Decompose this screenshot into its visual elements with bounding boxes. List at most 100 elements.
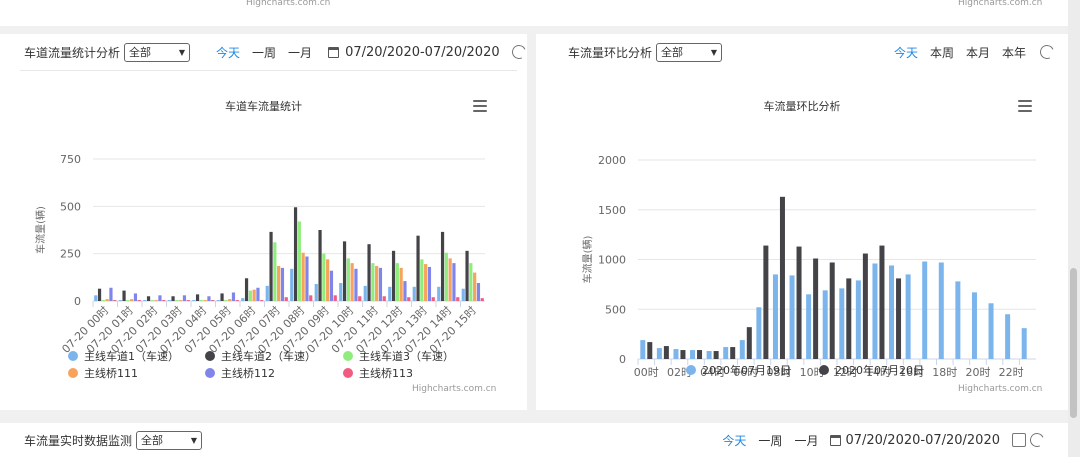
- inspect-icon[interactable]: [1012, 433, 1026, 447]
- bar: [440, 231, 445, 301]
- bar: [318, 230, 322, 301]
- bar: [126, 300, 130, 301]
- page-scrollbar[interactable]: [1068, 0, 1080, 457]
- bar: [277, 265, 281, 301]
- bar: [730, 347, 736, 359]
- bar: [382, 296, 386, 301]
- refresh-icon[interactable]: [509, 43, 528, 61]
- lane-flow-chart-title: 车道车流量统计: [225, 100, 302, 113]
- legend-dot: [819, 365, 829, 375]
- legend-label: 主线车道1（车速）: [84, 350, 179, 363]
- bar: [109, 287, 113, 301]
- highcharts-credit-right[interactable]: Highcharts.com.cn: [958, 384, 1043, 394]
- lane-flow-date-range[interactable]: 07/20/2020-07/20/2020: [345, 44, 500, 60]
- legend-item-bridge111[interactable]: 主线桥111: [68, 365, 138, 381]
- bar: [280, 267, 285, 301]
- bar: [269, 231, 273, 301]
- bar: [772, 274, 778, 359]
- flow-comparison-period-week[interactable]: 本周: [929, 45, 954, 60]
- bar: [143, 300, 147, 301]
- bar: [301, 252, 305, 301]
- bar: [756, 307, 762, 359]
- legend-item-lane2[interactable]: 主线车道2（车速）: [205, 348, 316, 364]
- flow-comparison-period-today[interactable]: 今天: [893, 45, 918, 60]
- refresh-icon[interactable]: [1038, 43, 1056, 61]
- lane-flow-select-value: 全部: [129, 46, 152, 59]
- realtime-monitor-select[interactable]: 全部 ▼: [136, 430, 203, 450]
- legend-item-0719[interactable]: 2020年07月19日: [686, 362, 791, 378]
- flow-comparison-select-value: 全部: [661, 46, 684, 59]
- lane-flow-period-today[interactable]: 今天: [216, 45, 241, 60]
- legend-item-0720[interactable]: 2020年07月20日: [819, 362, 924, 378]
- realtime-period-today[interactable]: 今天: [722, 433, 747, 448]
- bar: [171, 296, 175, 301]
- chart-menu-icon[interactable]: [473, 100, 487, 113]
- legend-item-bridge112[interactable]: 主线桥112: [205, 365, 275, 381]
- calendar-icon[interactable]: [328, 46, 340, 58]
- bar: [371, 263, 375, 301]
- y-tick-label: 0: [619, 353, 626, 366]
- bar: [113, 300, 117, 301]
- flow-comparison-select[interactable]: 全部 ▼: [656, 42, 723, 62]
- legend-item-lane3[interactable]: 主线车道3（车速）: [343, 348, 454, 364]
- bar: [118, 300, 122, 301]
- x-tick-label: 08时: [766, 366, 791, 379]
- x-tick-label: 04时: [700, 366, 725, 379]
- bar: [342, 241, 347, 301]
- highcharts-credit-left[interactable]: Highcharts.com.cn: [412, 384, 497, 394]
- realtime-period-week[interactable]: 一周: [758, 433, 783, 448]
- bar: [273, 242, 277, 301]
- bar: [363, 285, 367, 301]
- bar: [314, 283, 318, 301]
- lane-flow-select[interactable]: 全部 ▼: [124, 42, 191, 62]
- realtime-monitor-panel: 车流量实时数据监测 全部 ▼ 今天 一周 一月 07/20/2020-07/20/…: [0, 423, 1068, 457]
- bar: [97, 288, 102, 301]
- highcharts-credit-right-top[interactable]: Highcharts.com.cn: [958, 0, 1043, 8]
- calendar-icon[interactable]: [830, 434, 842, 446]
- chart-menu-icon[interactable]: [1018, 100, 1032, 113]
- bar: [647, 342, 653, 359]
- realtime-period-month[interactable]: 一月: [794, 433, 819, 448]
- bar: [105, 299, 109, 301]
- bar: [905, 274, 911, 359]
- bar: [346, 258, 350, 301]
- bar: [290, 268, 294, 301]
- bar: [437, 286, 441, 301]
- bar: [473, 272, 477, 301]
- bar: [329, 270, 334, 301]
- legend-dot: [68, 351, 78, 361]
- highcharts-credit-left-top[interactable]: Highcharts.com.cn: [246, 0, 331, 8]
- bar: [955, 281, 961, 359]
- x-tick-label: 14时: [866, 366, 891, 379]
- bar: [395, 263, 399, 301]
- lane-flow-period-month[interactable]: 一月: [288, 45, 313, 60]
- bar: [656, 348, 662, 359]
- bar: [697, 350, 703, 359]
- bar: [839, 288, 845, 359]
- bar: [309, 295, 313, 301]
- bar: [162, 300, 166, 301]
- lane-flow-toolbar: 车道流量统计分析 全部 ▼ 今天 一周 一月 07/20/2020-07/20/2…: [0, 34, 528, 70]
- bar: [456, 297, 460, 301]
- bar: [175, 300, 179, 301]
- y-tick-label: 1000: [598, 254, 626, 267]
- legend-dot: [343, 368, 353, 378]
- legend-item-lane1[interactable]: 主线车道1（车速）: [68, 348, 179, 364]
- bar: [199, 300, 203, 301]
- bar: [137, 300, 141, 301]
- bar: [806, 294, 812, 359]
- lane-flow-period-week[interactable]: 一周: [252, 45, 277, 60]
- bar: [333, 295, 337, 301]
- refresh-icon[interactable]: [1028, 431, 1046, 449]
- lane-flow-panel: 车道流量统计分析 全部 ▼ 今天 一周 一月 07/20/2020-07/20/2…: [0, 34, 528, 410]
- legend-label: 2020年07月19日: [702, 364, 791, 377]
- bar: [260, 300, 264, 301]
- realtime-date-range[interactable]: 07/20/2020-07/20/2020: [845, 432, 1000, 448]
- bar: [763, 245, 769, 359]
- scrollbar-thumb[interactable]: [1070, 268, 1077, 418]
- legend-item-bridge113[interactable]: 主线桥113: [343, 365, 413, 381]
- flow-comparison-period-year[interactable]: 本年: [1001, 45, 1026, 60]
- bar: [358, 296, 362, 301]
- bar: [431, 297, 435, 301]
- flow-comparison-period-month[interactable]: 本月: [965, 45, 990, 60]
